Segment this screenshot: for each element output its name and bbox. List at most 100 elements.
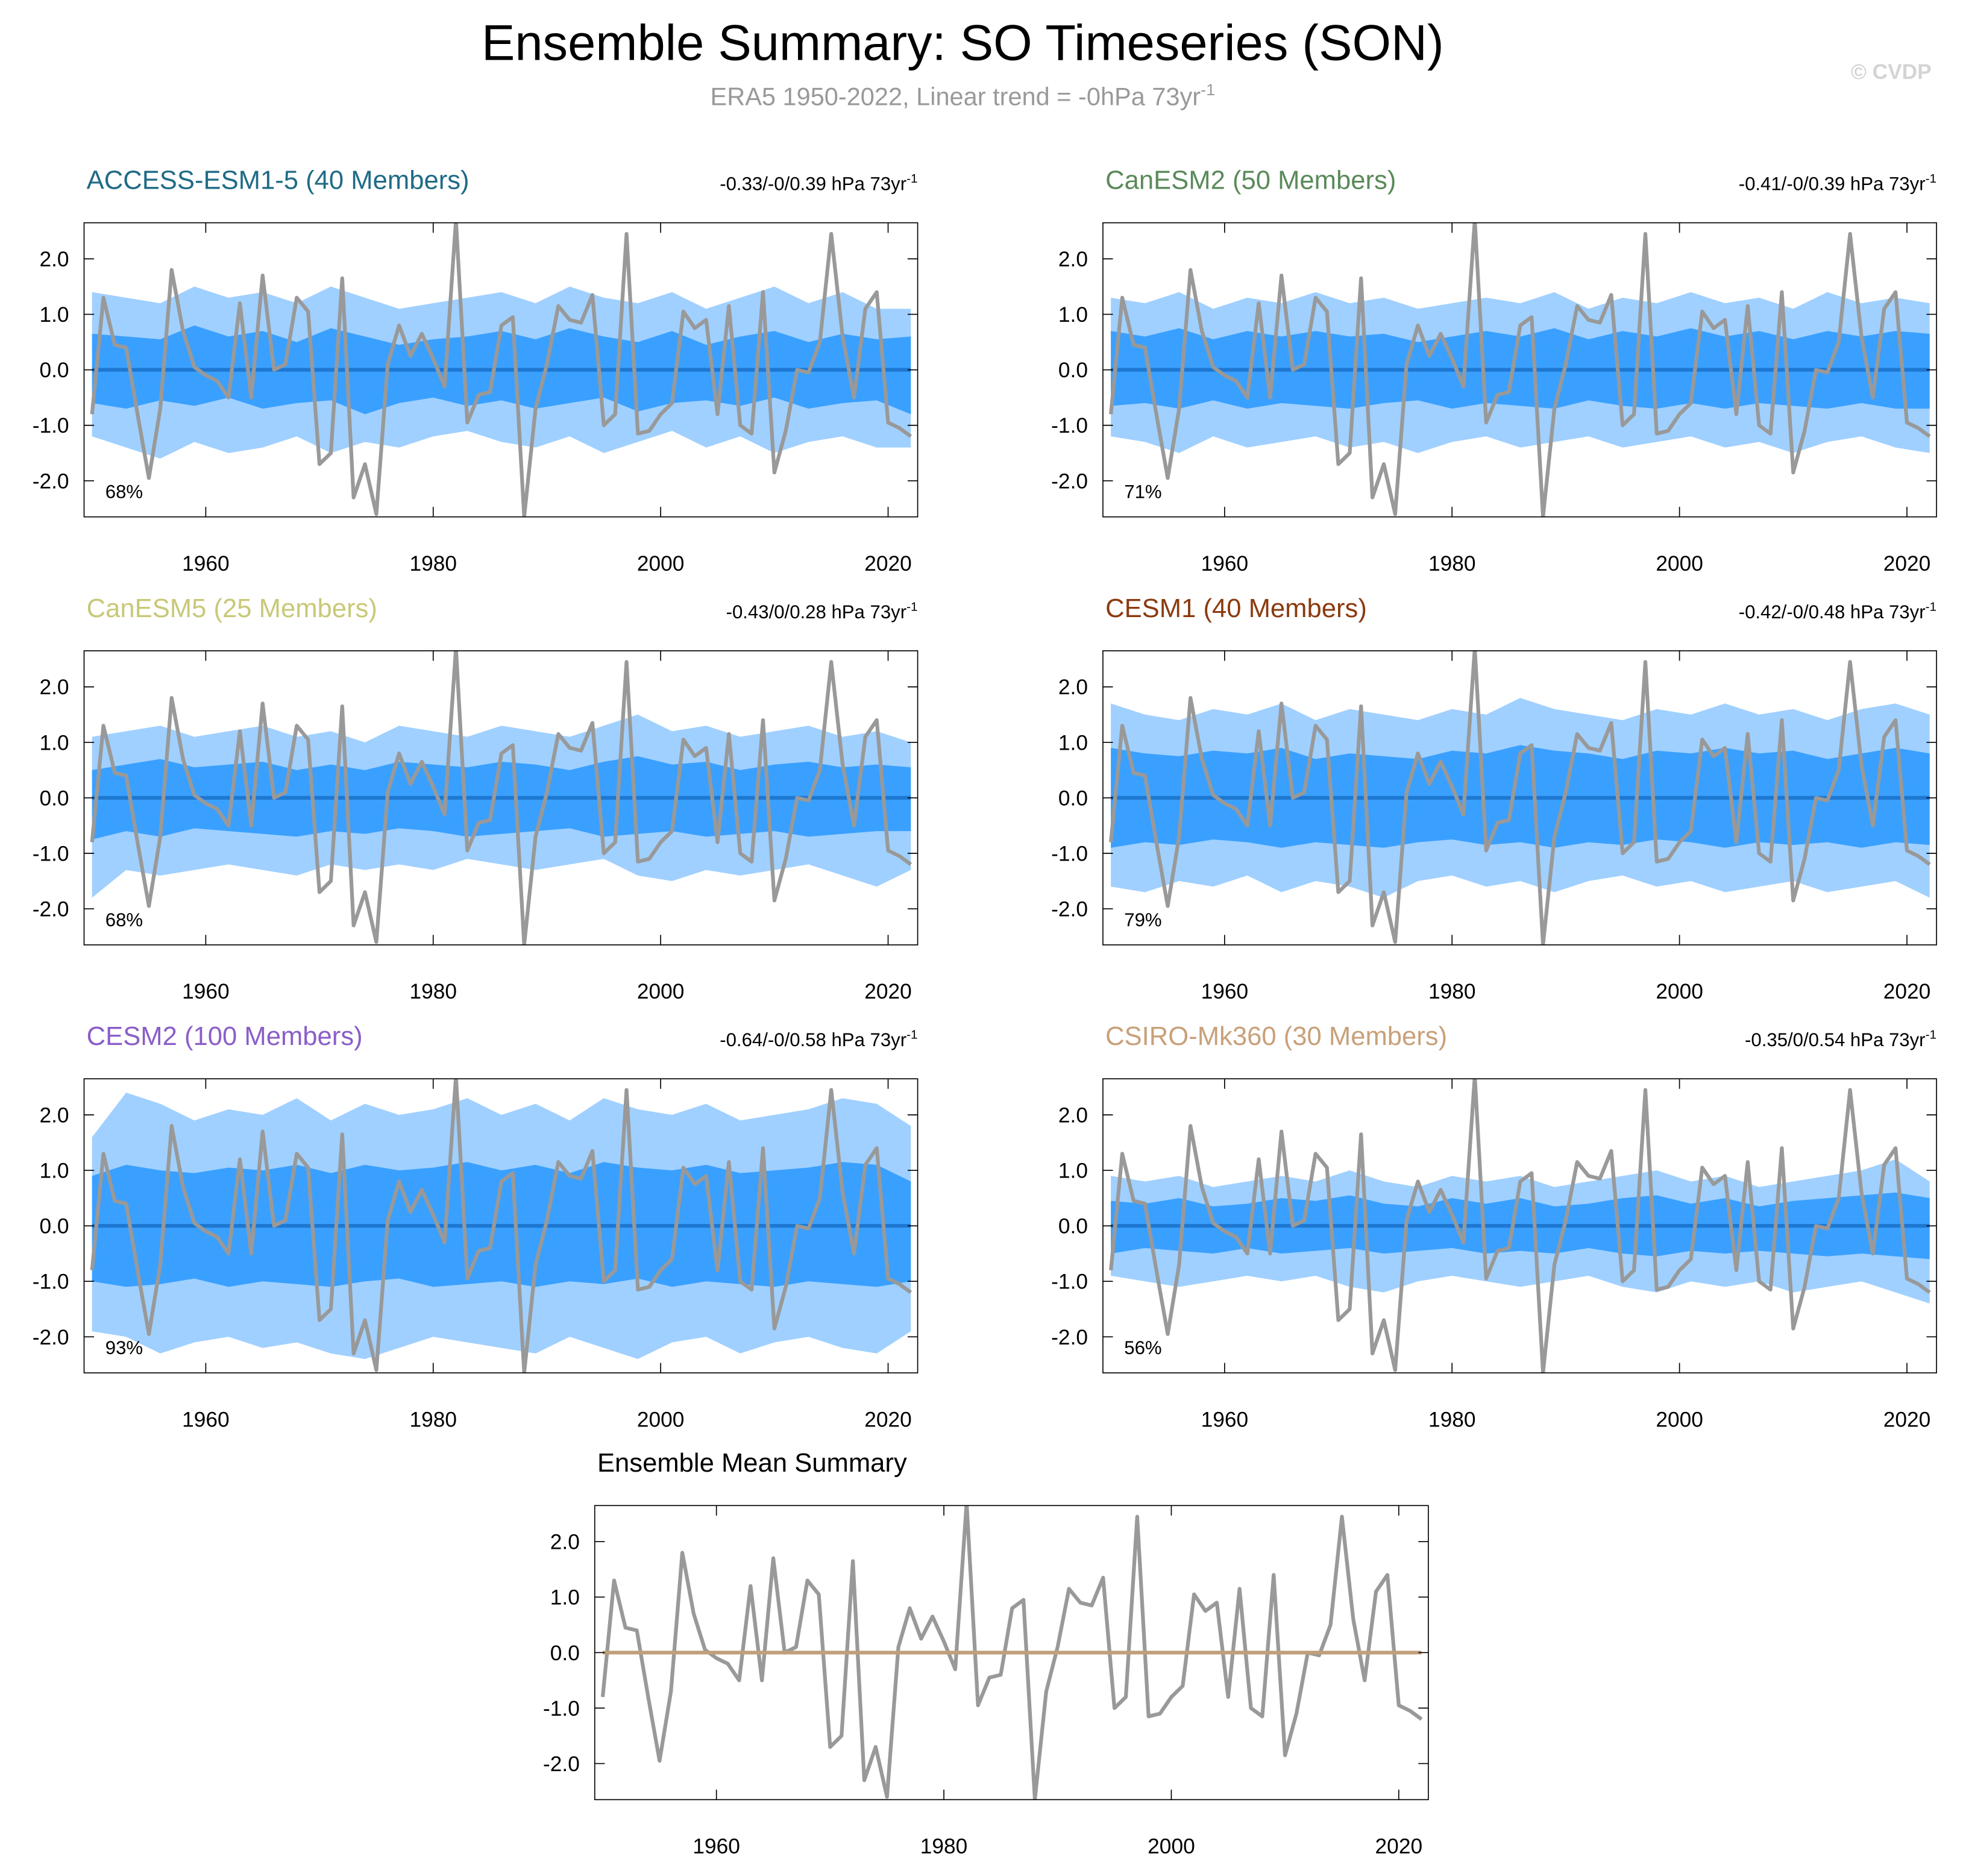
y-tick-label: 1.0	[1058, 303, 1088, 327]
panel	[600, 1505, 1423, 1800]
trend-text: -0.35/0/0.54 hPa 73yr	[1745, 1029, 1926, 1050]
trend-label: -0.43/0/0.28 hPa 73yr-1	[726, 600, 918, 622]
y-tick-label: 0.0	[550, 1642, 580, 1665]
x-tick-label: 2020	[864, 980, 912, 1003]
y-tick-label: 0.0	[1058, 359, 1088, 382]
panel	[90, 1079, 912, 1373]
trend-label: -0.64/-0/0.58 hPa 73yr-1	[720, 1028, 917, 1050]
y-tick-label: 1.0	[1058, 731, 1088, 754]
y-tick-label: -2.0	[1051, 898, 1088, 921]
y-tick-label: 0.0	[1058, 1215, 1088, 1238]
percent-label: 93%	[105, 1337, 143, 1358]
y-tick-label: -1.0	[33, 842, 69, 865]
y-tick-label: -2.0	[33, 469, 69, 493]
panel-title: ACCESS-ESM1-5 (40 Members)	[87, 166, 470, 195]
panel-title: CESM2 (100 Members)	[87, 1022, 363, 1051]
page-subtitle: ERA5 1950-2022, Linear trend = -0hPa 73y…	[711, 81, 1216, 111]
observed-line	[1109, 1079, 1931, 1373]
y-tick-label: -1.0	[1051, 414, 1088, 438]
y-tick-label: 2.0	[1058, 676, 1088, 699]
y-tick-label: -1.0	[33, 1270, 69, 1294]
subtitle-text: ERA5 1950-2022, Linear trend = -0hPa 73y…	[711, 82, 1201, 110]
y-tick-label: 2.0	[39, 676, 69, 699]
x-tick-label: 1980	[410, 980, 457, 1003]
x-tick-label: 1960	[693, 1835, 740, 1859]
x-tick-label: 1960	[182, 552, 230, 576]
trend-label: -0.35/0/0.54 hPa 73yr-1	[1745, 1028, 1936, 1050]
x-tick-label: 2000	[1148, 1835, 1195, 1859]
y-tick-label: 2.0	[1058, 248, 1088, 271]
x-tick-label: 1980	[1428, 980, 1476, 1003]
x-tick-label: 2020	[1883, 552, 1931, 576]
panel	[1109, 650, 1931, 945]
panel-title: CESM1 (40 Members)	[1105, 594, 1367, 623]
percent-label: 56%	[1124, 1337, 1161, 1358]
y-tick-label: -2.0	[1051, 1326, 1088, 1349]
x-tick-label: 2000	[1656, 1408, 1703, 1431]
y-tick-label: 0.0	[39, 359, 69, 382]
panel-title: Ensemble Mean Summary	[597, 1449, 907, 1478]
trend-text: -0.33/-0/0.39 hPa 73yr	[720, 174, 906, 195]
x-tick-label: 1960	[1201, 552, 1249, 576]
trend-sup: -1	[906, 600, 917, 613]
y-tick-label: 1.0	[550, 1586, 580, 1610]
y-tick-label: -2.0	[33, 898, 69, 921]
y-tick-label: 1.0	[39, 303, 69, 327]
trend-sup: -1	[1926, 172, 1936, 186]
x-tick-label: 2020	[1883, 1408, 1931, 1431]
trend-label: -0.42/-0/0.48 hPa 73yr-1	[1739, 600, 1936, 622]
x-tick-label: 1980	[410, 1408, 457, 1431]
x-tick-label: 1960	[182, 1408, 230, 1431]
x-tick-label: 1960	[182, 980, 230, 1003]
trend-text: -0.42/-0/0.48 hPa 73yr	[1739, 601, 1926, 623]
panel	[1109, 1079, 1931, 1373]
panel	[90, 222, 912, 517]
x-tick-label: 1980	[1428, 552, 1476, 576]
x-tick-label: 2020	[864, 552, 912, 576]
x-tick-label: 2020	[1375, 1835, 1423, 1859]
subtitle-sup: -1	[1201, 81, 1215, 99]
trend-sup: -1	[1926, 600, 1936, 613]
x-tick-label: 2000	[637, 980, 685, 1003]
observed-line	[1109, 222, 1931, 517]
x-tick-label: 1980	[920, 1835, 968, 1859]
observed-line	[90, 650, 912, 945]
y-tick-label: 1.0	[39, 1159, 69, 1183]
trend-label: -0.33/-0/0.39 hPa 73yr-1	[720, 172, 917, 194]
panel-title: CanESM5 (25 Members)	[87, 594, 377, 623]
y-tick-label: -2.0	[543, 1752, 580, 1776]
observed-line	[90, 1079, 912, 1373]
x-tick-label: 2000	[1656, 980, 1703, 1003]
x-tick-label: 2020	[864, 1408, 912, 1431]
y-tick-label: -2.0	[33, 1326, 69, 1349]
x-tick-label: 2020	[1883, 980, 1931, 1003]
y-tick-label: 0.0	[39, 786, 69, 810]
panel-title: CanESM2 (50 Members)	[1105, 166, 1396, 195]
y-tick-label: 1.0	[39, 731, 69, 754]
y-tick-label: -1.0	[1051, 842, 1088, 865]
y-tick-label: 0.0	[1058, 786, 1088, 810]
observed-line	[90, 222, 912, 517]
observed-line	[1109, 650, 1931, 945]
panel	[1109, 222, 1931, 517]
trend-sup: -1	[906, 1028, 917, 1042]
panel-title: CSIRO-Mk360 (30 Members)	[1105, 1022, 1447, 1051]
trend-text: -0.43/0/0.28 hPa 73yr	[726, 601, 907, 623]
y-tick-label: 2.0	[550, 1531, 580, 1554]
watermark: © CVDP	[1851, 60, 1932, 84]
trend-label: -0.41/-0/0.39 hPa 73yr-1	[1739, 172, 1936, 194]
x-tick-label: 2000	[1656, 552, 1703, 576]
y-tick-label: 2.0	[39, 1103, 69, 1127]
y-tick-label: -1.0	[543, 1697, 580, 1721]
trend-sup: -1	[906, 172, 917, 186]
y-tick-label: -2.0	[1051, 469, 1088, 493]
percent-label: 68%	[105, 482, 143, 503]
percent-label: 68%	[105, 909, 143, 930]
panel	[90, 650, 912, 945]
y-tick-label: 0.0	[39, 1215, 69, 1238]
percent-label: 71%	[1124, 482, 1161, 503]
y-tick-label: -1.0	[1051, 1270, 1088, 1294]
trend-text: -0.64/-0/0.58 hPa 73yr	[720, 1029, 906, 1050]
page-title: Ensemble Summary: SO Timeseries (SON)	[482, 15, 1444, 71]
x-tick-label: 1980	[410, 552, 457, 576]
